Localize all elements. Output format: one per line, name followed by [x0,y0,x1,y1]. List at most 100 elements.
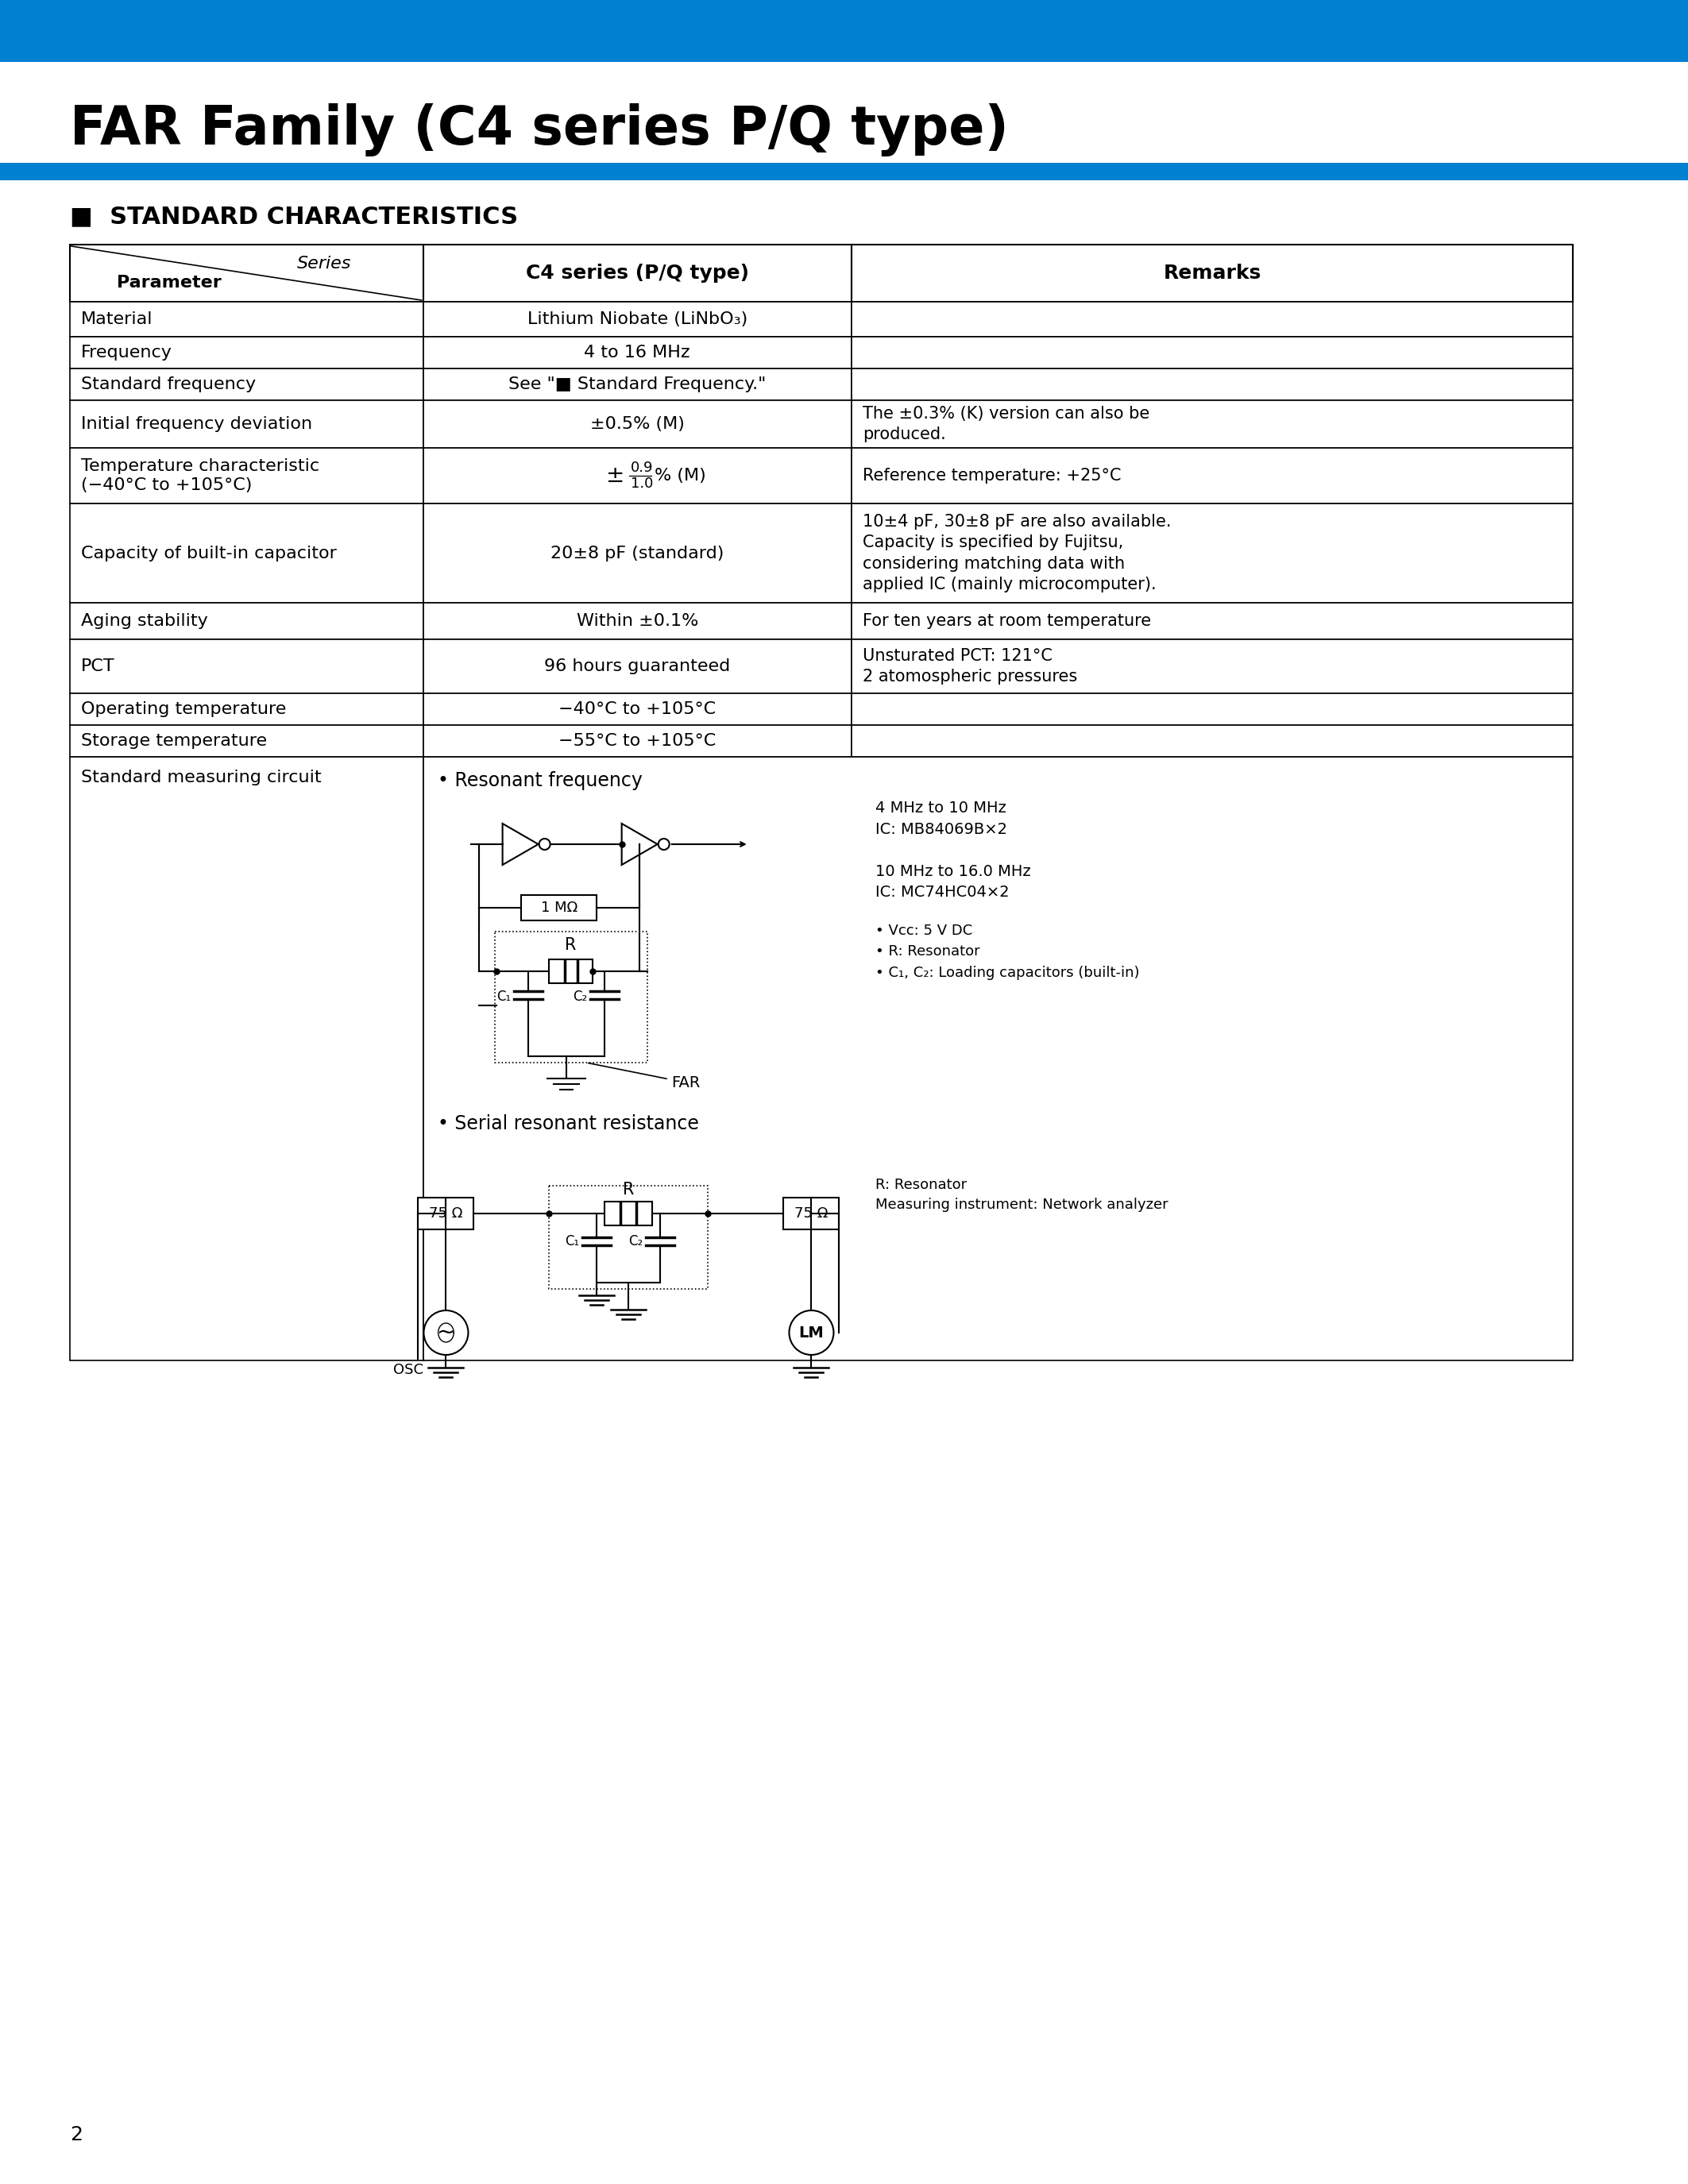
Bar [783,1197,839,1230]
Bar [419,1197,474,1230]
Bar [851,505,1573,603]
Bar [424,369,851,400]
Bar [495,933,647,1064]
Bar [604,1201,653,1225]
Text: 1 MΩ: 1 MΩ [540,900,577,915]
Polygon shape [621,823,657,865]
Text: 75 Ω: 75 Ω [429,1206,463,1221]
Text: R: Resonator
Measuring instrument: Network analyzer: R: Resonator Measuring instrument: Netwo… [876,1177,1168,1212]
Bar [522,895,596,919]
Bar [69,400,424,448]
Bar [424,758,1573,1361]
Circle shape [658,839,670,850]
Text: PCT: PCT [81,657,115,675]
Text: The ±0.3% (K) version can also be
produced.: The ±0.3% (K) version can also be produc… [863,406,1150,443]
Bar [549,959,592,983]
Circle shape [538,839,550,850]
Text: • Serial resonant resistance: • Serial resonant resistance [437,1114,699,1133]
Bar [424,400,851,448]
Bar [851,448,1573,505]
Text: −40°C to +105°C: −40°C to +105°C [559,701,716,716]
Bar [424,640,851,692]
Text: 96 hours guaranteed: 96 hours guaranteed [544,657,731,675]
Bar [69,603,424,640]
Text: R: R [565,937,577,952]
Text: Capacity of built-in capacitor: Capacity of built-in capacitor [81,546,336,561]
Text: 2: 2 [69,2125,83,2145]
Text: Initial frequency deviation: Initial frequency deviation [81,417,312,432]
Bar [424,725,851,758]
Text: Material: Material [81,312,154,328]
Bar [424,603,851,640]
Polygon shape [503,823,538,865]
Bar [851,725,1573,758]
Text: C₁: C₁ [496,989,511,1005]
Text: ±: ± [606,465,625,487]
Bar [69,301,424,336]
Text: % (M): % (M) [655,467,706,483]
Bar [424,301,851,336]
Text: Frequency: Frequency [81,345,172,360]
Bar [69,640,424,692]
Text: See "■ Standard Frequency.": See "■ Standard Frequency." [508,376,766,393]
Text: Within ±0.1%: Within ±0.1% [576,614,699,629]
Bar [69,336,424,369]
Text: 0.9: 0.9 [631,461,653,474]
Text: • Resonant frequency: • Resonant frequency [437,771,641,791]
Bar [851,603,1573,640]
Text: C₁: C₁ [565,1234,579,1249]
Circle shape [424,1310,468,1354]
Text: Unsturated PCT: 121°C
2 atomospheric pressures: Unsturated PCT: 121°C 2 atomospheric pre… [863,649,1077,686]
Text: 4 to 16 MHz: 4 to 16 MHz [584,345,690,360]
Text: Standard frequency: Standard frequency [81,376,257,393]
Bar [851,400,1573,448]
Bar [851,369,1573,400]
Text: Storage temperature: Storage temperature [81,734,267,749]
Text: FAR: FAR [589,1064,701,1090]
Text: Reference temperature: +25°C: Reference temperature: +25°C [863,467,1121,483]
Text: Remarks: Remarks [1163,264,1261,282]
Text: 20±8 pF (standard): 20±8 pF (standard) [550,546,724,561]
Text: R: R [623,1182,635,1197]
Text: FAR Family (C4 series P/Q type): FAR Family (C4 series P/Q type) [69,103,1009,157]
Text: • Vcc: 5 V DC
• R: Resonator
• C₁, C₂: Loading capacitors (built-in): • Vcc: 5 V DC • R: Resonator • C₁, C₂: L… [876,924,1139,981]
Text: ■  STANDARD CHARACTERISTICS: ■ STANDARD CHARACTERISTICS [69,205,518,227]
Text: Standard measuring circuit: Standard measuring circuit [81,769,321,786]
Text: C₂: C₂ [628,1234,643,1249]
Text: ~: ~ [437,1321,456,1343]
Bar [851,245,1573,301]
Text: Aging stability: Aging stability [81,614,208,629]
Text: OSC: OSC [393,1363,424,1378]
Text: −55°C to +105°C: −55°C to +105°C [559,734,716,749]
Bar [424,448,851,505]
Text: Operating temperature: Operating temperature [81,701,287,716]
Bar [851,640,1573,692]
Text: Series: Series [297,256,351,271]
Bar [0,164,1688,181]
Text: Temperature characteristic
(−40°C to +105°C): Temperature characteristic (−40°C to +10… [81,459,319,494]
Text: Parameter: Parameter [116,275,221,290]
Bar [424,336,851,369]
Bar [69,245,424,301]
Bar [549,1186,709,1289]
Bar [69,369,424,400]
Text: 75 Ω: 75 Ω [795,1206,829,1221]
Text: LM: LM [798,1326,824,1341]
Text: For ten years at room temperature: For ten years at room temperature [863,614,1151,629]
Text: Lithium Niobate (LiNbO₃): Lithium Niobate (LiNbO₃) [527,312,748,328]
Bar [424,245,851,301]
Bar [424,505,851,603]
Text: ±0.5% (M): ±0.5% (M) [591,417,684,432]
Bar [851,336,1573,369]
Bar [69,758,424,1361]
Bar [69,448,424,505]
Text: C4 series (P/Q type): C4 series (P/Q type) [525,264,749,282]
Text: 10±4 pF, 30±8 pF are also available.
Capacity is specified by Fujitsu,
consideri: 10±4 pF, 30±8 pF are also available. Cap… [863,513,1171,592]
Bar [69,505,424,603]
Text: 4 MHz to 10 MHz
IC: MB84069B×2

10 MHz to 16.0 MHz
IC: MC74HC04×2: 4 MHz to 10 MHz IC: MB84069B×2 10 MHz to… [876,802,1031,900]
Circle shape [790,1310,834,1354]
Text: 1.0: 1.0 [631,476,653,491]
Bar [69,692,424,725]
Bar [851,301,1573,336]
Bar [0,0,1688,61]
